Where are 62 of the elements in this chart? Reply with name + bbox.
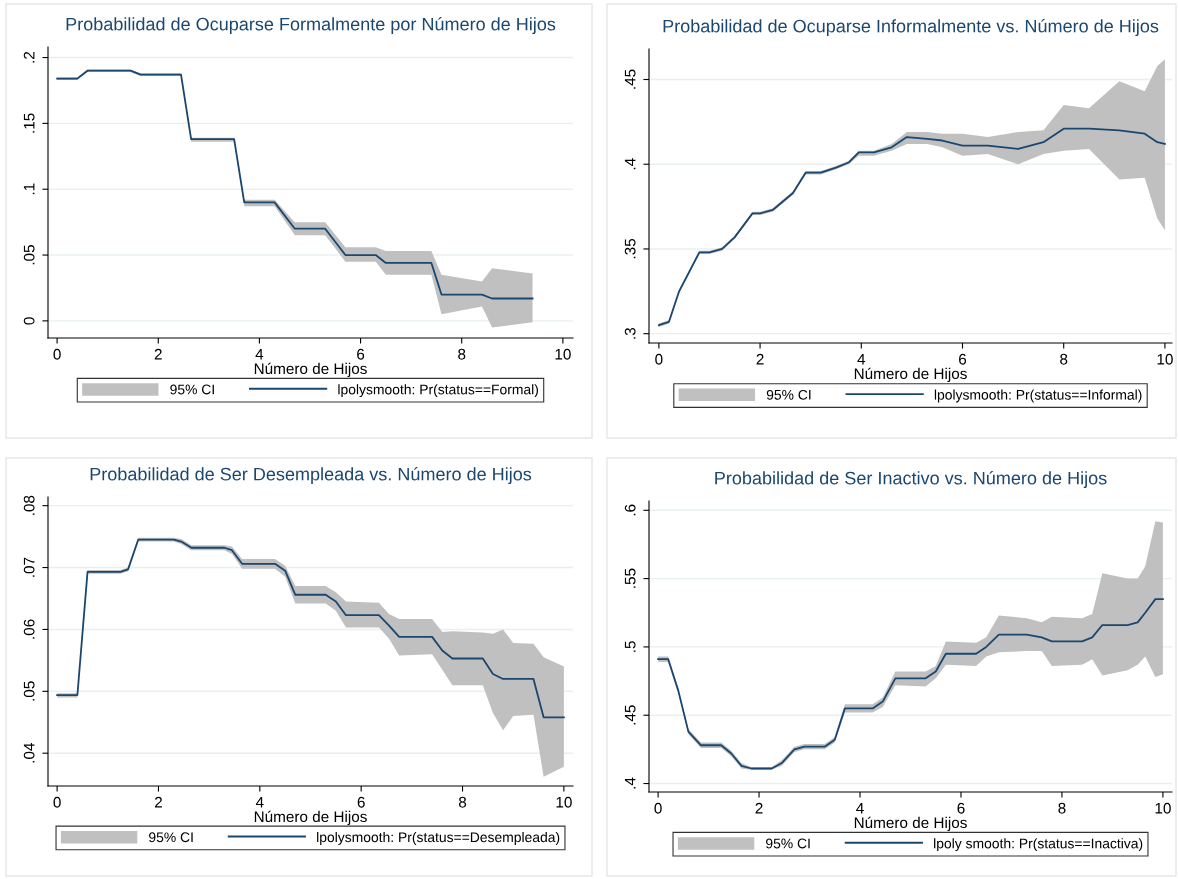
x-tick-label: 4 [255, 348, 264, 360]
y-tick-label: .45 [624, 69, 636, 89]
text: 95% CI [149, 832, 193, 843]
x-tick-label: 10 [1157, 353, 1173, 365]
y-tick-label: .07 [23, 557, 35, 577]
y-tick-label: .2 [23, 51, 35, 63]
x-tick-label: 8 [1060, 353, 1068, 365]
line-series [657, 127, 1166, 327]
y-tick-label: .06 [23, 619, 35, 639]
x-axis-title: Número de Hijos [854, 367, 967, 383]
x-tick-label: 0 [53, 348, 61, 360]
y-tick-label: .45 [624, 705, 636, 725]
y-tick-label: .3 [624, 327, 636, 339]
x-tick-label: 4 [856, 802, 864, 814]
text: lpoly smooth: Pr(status==Inactiva) [934, 838, 1143, 852]
x-tick-label: 4 [255, 796, 264, 808]
text: 95% CI [766, 389, 811, 400]
x-tick-label: 0 [654, 802, 662, 814]
chart-title: Probabilidad de Ocuparse Informalmente vs. Número de Hijos [663, 19, 1159, 37]
x-tick-label: 4 [857, 353, 866, 365]
y-tick-label: .1 [23, 183, 35, 195]
x-tick-label: 2 [154, 348, 162, 360]
y-tick-label: .35 [624, 238, 636, 259]
line-series [56, 538, 565, 719]
y-tick-label: .55 [624, 568, 636, 588]
y-tick-label: .5 [624, 641, 636, 652]
x-axis-title: Número de Hijos [254, 810, 367, 826]
text: lpolysmooth: Pr(status==Desempleada) [317, 831, 560, 845]
x-tick-label: 6 [959, 353, 967, 365]
y-tick-label: .05 [23, 681, 35, 701]
x-tick-label: 6 [357, 348, 365, 360]
x-tick-label: 0 [53, 796, 61, 808]
y-tick-label: .4 [624, 777, 636, 789]
y-tick-label: .08 [23, 495, 35, 515]
x-axis-title: Número de Hijos [254, 362, 367, 378]
x-tick-label: 6 [957, 802, 965, 814]
x-tick-label: 8 [1058, 802, 1066, 814]
x-tick-label: 10 [555, 348, 571, 360]
x-tick-label: 0 [655, 353, 663, 365]
chart-title: Probabilidad de Ser Inactivo vs. Número de Hijos [715, 471, 1107, 489]
x-tick-label: 2 [755, 802, 763, 814]
y-tick-label: .6 [624, 504, 636, 516]
line-series [657, 598, 1164, 770]
y-tick-label: .15 [23, 113, 35, 133]
x-axis-title: Número de Hijos [854, 816, 967, 832]
text: lpolysmooth: Pr(status==Informal) [934, 389, 1142, 403]
x-tick-label: 2 [756, 353, 764, 365]
y-tick-label: .4 [624, 158, 636, 170]
y-tick-label: .05 [23, 245, 35, 265]
text: 95% CI [170, 384, 214, 395]
x-tick-label: 8 [458, 348, 466, 360]
y-tick-label: 0 [23, 317, 35, 325]
chart-title: Probabilidad de Ser Desempleada vs. Número de Hijos [90, 467, 532, 485]
x-tick-label: 6 [357, 796, 365, 808]
text: 95% CI [766, 838, 810, 849]
text: lpolysmooth: Pr(status==Formal) [338, 384, 538, 398]
y-tick-label: .04 [23, 743, 35, 763]
x-tick-label: 2 [154, 796, 162, 808]
x-tick-label: 10 [1155, 802, 1171, 814]
chart-title: Probabilidad de Ocuparse Formalmente por Número de Hijos [66, 17, 556, 35]
x-tick-label: 8 [458, 796, 467, 808]
x-tick-label: 10 [556, 796, 572, 808]
